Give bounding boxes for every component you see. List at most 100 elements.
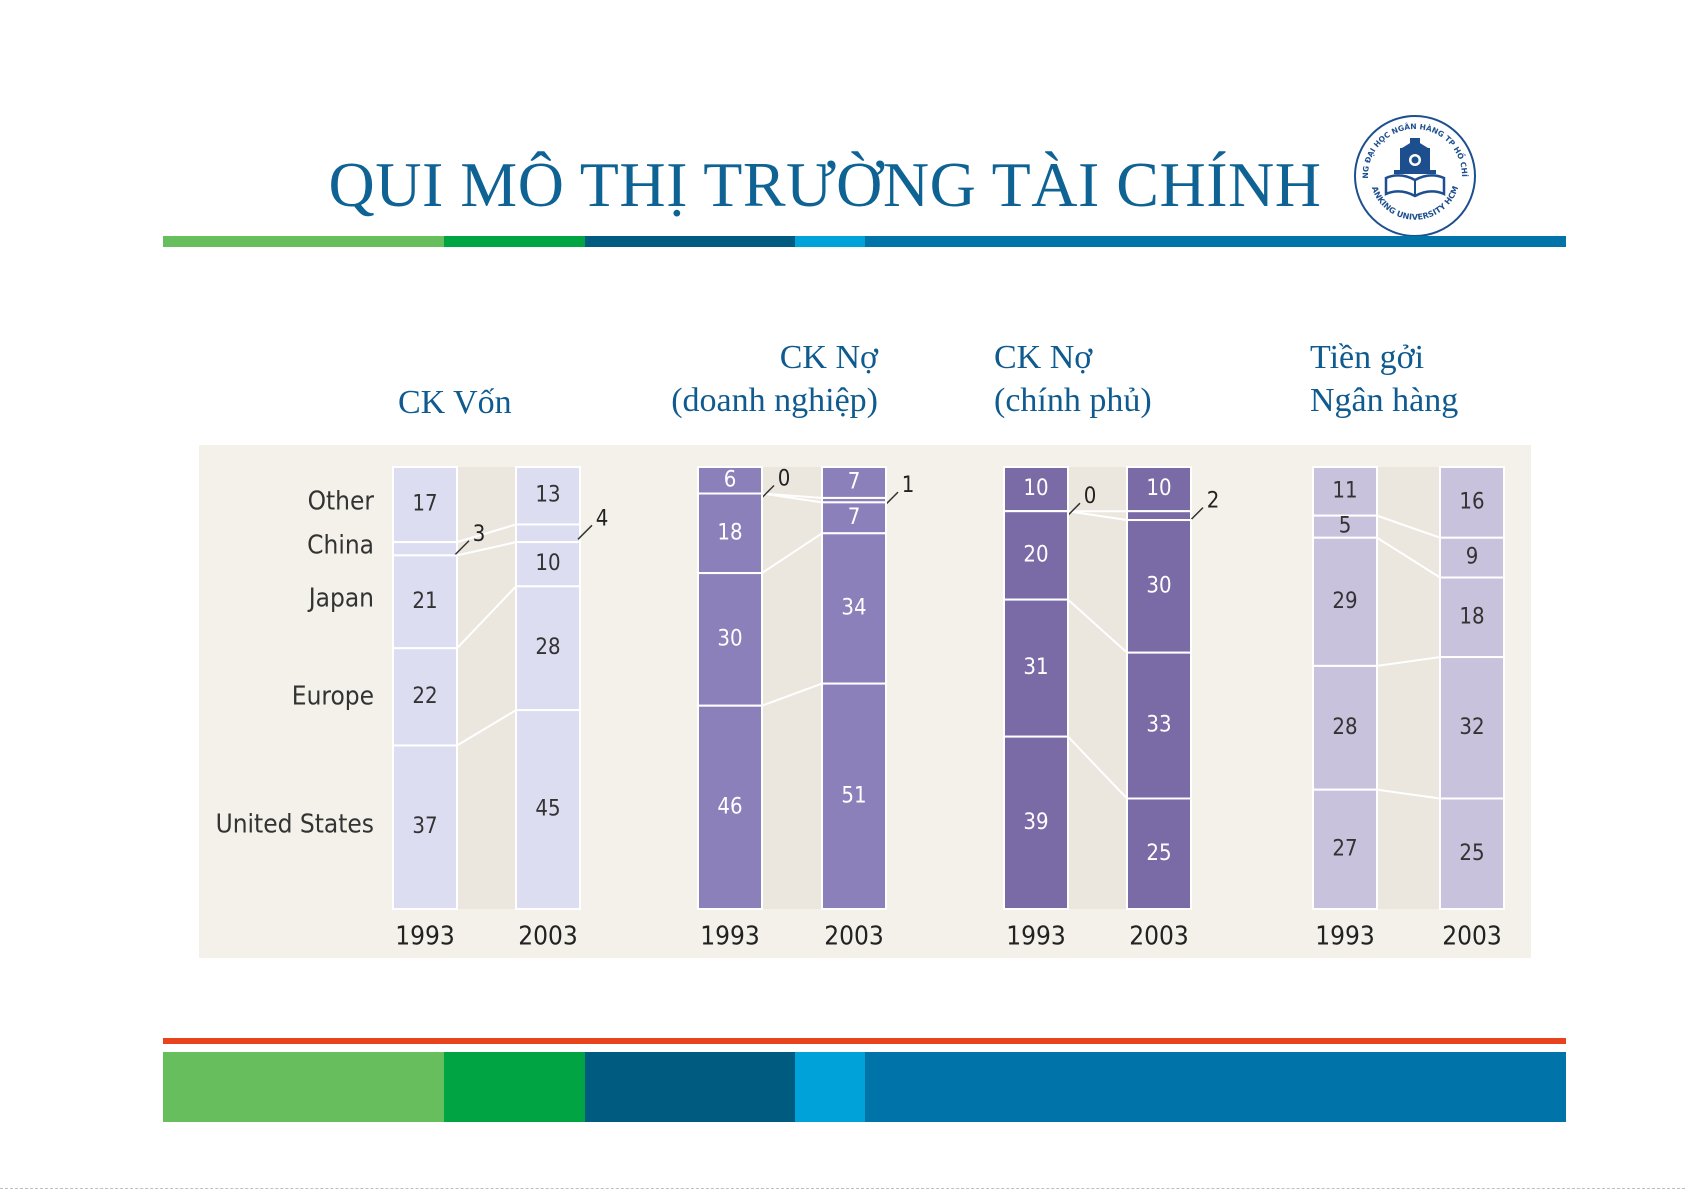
segment-connector bbox=[1376, 788, 1441, 800]
data-label: 22 bbox=[412, 684, 437, 709]
bar-segment bbox=[392, 647, 458, 747]
bar-segment bbox=[1439, 576, 1505, 659]
data-label: 34 bbox=[841, 595, 866, 620]
data-label: 3 bbox=[473, 522, 486, 547]
x-tick-label: 2003 bbox=[518, 922, 578, 952]
bar-segment bbox=[1003, 510, 1069, 601]
panel-heading-equity: CK Vốn bbox=[398, 381, 512, 424]
data-label: 6 bbox=[724, 467, 737, 492]
bar-segment bbox=[697, 704, 763, 910]
panel-heading-line: CK Vốn bbox=[398, 384, 512, 421]
data-label: 33 bbox=[1146, 713, 1171, 738]
x-tick-label: 1993 bbox=[1006, 922, 1066, 952]
bar-segment bbox=[697, 572, 763, 707]
data-label: 28 bbox=[1332, 715, 1357, 740]
segment-connector bbox=[456, 709, 517, 747]
data-label: 28 bbox=[535, 635, 560, 660]
data-label: 10 bbox=[1146, 476, 1171, 501]
bar-segment bbox=[1126, 797, 1192, 910]
panel-heading-line: (chính phủ) bbox=[994, 382, 1152, 419]
data-label: 46 bbox=[717, 794, 742, 819]
data-label: 1 bbox=[902, 473, 915, 498]
bar-gap-band bbox=[457, 467, 516, 909]
bar-segment bbox=[1312, 466, 1378, 517]
panel-heading-corporate-debt: CK Nợ (doanh nghiệp) bbox=[630, 336, 878, 422]
data-label: 7 bbox=[848, 469, 861, 494]
university-logo: TRƯỜNG ĐẠI HỌC NGÂN HÀNG TP HỒ CHÍ MINH … bbox=[1350, 110, 1480, 240]
data-label: 21 bbox=[412, 589, 437, 614]
segment-connector bbox=[761, 682, 823, 707]
panel-heading-line: CK Nợ bbox=[994, 339, 1093, 376]
bar-segment bbox=[392, 554, 458, 650]
bar-segment bbox=[821, 682, 887, 910]
segment-connector bbox=[1067, 735, 1128, 800]
panel-heading-government-debt: CK Nợ (chính phủ) bbox=[994, 336, 1152, 422]
data-label: 0 bbox=[1084, 484, 1097, 509]
footer-divider bbox=[0, 1188, 1685, 1191]
header-color-stripe bbox=[163, 236, 1566, 247]
data-label: 30 bbox=[717, 626, 742, 651]
x-tick-label: 2003 bbox=[1129, 922, 1189, 952]
bar-segment bbox=[515, 585, 581, 712]
bar-segment bbox=[515, 709, 581, 910]
data-label: 5 bbox=[1339, 514, 1352, 539]
data-label: 29 bbox=[1332, 589, 1357, 614]
panel-heading-line: (doanh nghiệp) bbox=[671, 382, 878, 419]
category-label: Japan bbox=[307, 584, 374, 614]
data-label: 27 bbox=[1332, 836, 1357, 861]
x-tick-label: 2003 bbox=[824, 922, 884, 952]
data-label: 9 bbox=[1466, 545, 1479, 570]
data-label: 18 bbox=[717, 520, 742, 545]
value-leader-line bbox=[454, 540, 470, 556]
bar-gap-band bbox=[762, 467, 822, 909]
segment-connector bbox=[456, 585, 517, 649]
bar-gap-band bbox=[1068, 467, 1127, 909]
value-leader-line bbox=[577, 524, 593, 540]
segment-connector bbox=[1376, 536, 1441, 579]
data-label: 39 bbox=[1023, 810, 1048, 835]
bar-segment bbox=[1003, 466, 1069, 513]
data-label: 0 bbox=[778, 467, 791, 492]
bar-segment bbox=[1126, 510, 1192, 522]
bar-segment bbox=[697, 492, 763, 575]
segment-connector bbox=[1067, 510, 1128, 522]
bar-segment bbox=[697, 466, 763, 495]
bar-segment bbox=[1126, 466, 1192, 513]
bar-segment bbox=[515, 466, 581, 526]
footer-color-stripe bbox=[163, 1052, 1566, 1122]
bar-segment bbox=[1126, 651, 1192, 800]
data-label: 32 bbox=[1459, 715, 1484, 740]
university-building-book-icon: TRƯỜNG ĐẠI HỌC NGÂN HÀNG TP HỒ CHÍ MINH … bbox=[1350, 110, 1476, 237]
panel-heading-bank-deposits: Tiền gởi Ngân hàng bbox=[1310, 336, 1458, 422]
data-label: 31 bbox=[1023, 655, 1048, 680]
segment-connector bbox=[1376, 514, 1441, 539]
data-label: 45 bbox=[535, 797, 560, 822]
segment-connector bbox=[1067, 598, 1128, 654]
data-label: 51 bbox=[841, 783, 866, 808]
bar-segment bbox=[1126, 519, 1192, 654]
data-label: 10 bbox=[535, 551, 560, 576]
category-label: Europe bbox=[292, 682, 374, 712]
bar-gap-band bbox=[1377, 467, 1440, 909]
segment-connector bbox=[456, 523, 517, 544]
segment-connector bbox=[456, 541, 517, 557]
bar-segment bbox=[1439, 656, 1505, 800]
panel-heading-line: CK Nợ bbox=[779, 339, 878, 376]
data-label: 18 bbox=[1459, 604, 1484, 629]
bar-segment bbox=[1439, 797, 1505, 910]
data-label: 13 bbox=[535, 483, 560, 508]
data-label: 7 bbox=[848, 505, 861, 530]
category-label: China bbox=[307, 531, 374, 561]
bar-segment bbox=[1312, 788, 1378, 910]
x-tick-label: 1993 bbox=[395, 922, 455, 952]
data-label: 10 bbox=[1023, 476, 1048, 501]
bar-segment bbox=[1003, 735, 1069, 910]
data-label: 17 bbox=[412, 492, 437, 517]
panel-heading-line: Tiền gởi bbox=[1310, 339, 1425, 376]
x-tick-label: 2003 bbox=[1442, 922, 1502, 952]
data-label: 2 bbox=[1207, 489, 1220, 514]
bar-segment bbox=[1312, 664, 1378, 791]
bar-segment bbox=[1003, 598, 1069, 738]
bar-segment bbox=[392, 744, 458, 910]
